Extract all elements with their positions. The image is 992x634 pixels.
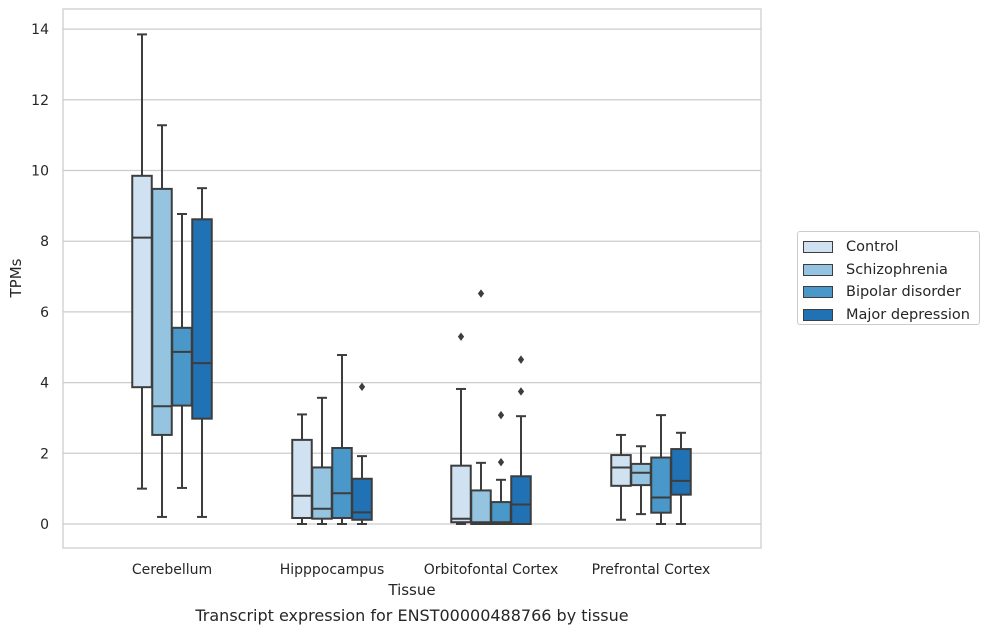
y-tick-label: 0 bbox=[40, 517, 49, 533]
legend-item-schizophrenia: Schizophrenia bbox=[798, 259, 979, 282]
box-control-cerebellum bbox=[131, 33, 153, 490]
y-tick-label: 2 bbox=[40, 446, 49, 462]
plot-area bbox=[63, 9, 761, 548]
box-control-hipppocampus bbox=[291, 413, 313, 525]
box-major-depression-hipppocampus bbox=[351, 382, 373, 525]
iqr-box bbox=[291, 438, 313, 519]
y-tick-label: 12 bbox=[31, 93, 49, 109]
iqr-box bbox=[470, 489, 492, 526]
iqr-box bbox=[650, 456, 672, 514]
box-schizophrenia-cerebellum bbox=[151, 124, 173, 518]
outlier-point bbox=[517, 387, 525, 396]
legend-swatch bbox=[803, 241, 833, 254]
x-tick-labels: Cerebellum Hipppocampus Orbitofontal Corte… bbox=[132, 562, 710, 578]
iqr-box bbox=[670, 448, 692, 496]
legend: Control Schizophrenia Bipolar disorder M… bbox=[797, 231, 980, 325]
y-tick-label: 6 bbox=[40, 305, 49, 321]
iqr-box bbox=[510, 475, 532, 525]
legend-label: Schizophrenia bbox=[846, 261, 948, 278]
iqr-box bbox=[490, 501, 512, 526]
box-control-orbitofontal-cortex bbox=[450, 332, 472, 525]
iqr-box bbox=[131, 174, 153, 389]
legend-item-control: Control bbox=[798, 236, 979, 259]
legend-swatch bbox=[803, 263, 833, 276]
legend-swatch bbox=[803, 286, 833, 299]
iqr-box bbox=[630, 462, 652, 487]
box-schizophrenia-orbitofontal-cortex bbox=[470, 289, 492, 526]
box-control-prefrontal-cortex bbox=[610, 433, 632, 521]
legend-label: Control bbox=[846, 239, 899, 256]
iqr-box bbox=[171, 326, 193, 407]
box-major-depression-cerebellum bbox=[191, 187, 213, 518]
x-tick-label: Orbitofontal Cortex bbox=[424, 562, 559, 578]
x-tick-label: Prefrontal Cortex bbox=[592, 562, 711, 578]
iqr-box bbox=[191, 218, 213, 420]
y-tick-label: 4 bbox=[40, 376, 49, 392]
iqr-box bbox=[450, 464, 472, 524]
outlier-point bbox=[358, 382, 366, 392]
chart-caption: Transcript expression for ENST0000048876… bbox=[195, 606, 629, 625]
outlier-point bbox=[497, 457, 505, 467]
legend-item-bipolar-disorder: Bipolar disorder bbox=[798, 281, 979, 304]
legend-item-major-depression: Major depression bbox=[798, 304, 979, 327]
outlier-point bbox=[457, 332, 465, 341]
legend-label: Bipolar disorder bbox=[846, 284, 961, 301]
outlier-point bbox=[477, 289, 485, 298]
y-tick-label: 10 bbox=[31, 164, 49, 180]
iqr-box bbox=[151, 187, 173, 436]
outlier-point bbox=[517, 355, 525, 364]
x-tick-label: Cerebellum bbox=[132, 562, 212, 578]
iqr-box bbox=[610, 454, 632, 487]
x-axis-label: Tissue bbox=[387, 581, 435, 599]
iqr-box bbox=[331, 446, 353, 519]
x-tick-label: Hipppocampus bbox=[280, 562, 385, 578]
box-bipolar-disorder-orbitofontal-cortex bbox=[490, 410, 512, 526]
box-major-depression-orbitofontal-cortex bbox=[510, 355, 532, 525]
y-tick-label: 14 bbox=[31, 22, 49, 38]
y-tick-labels: 0 2 4 6 8 10 12 14 bbox=[31, 22, 49, 533]
iqr-box bbox=[311, 466, 333, 520]
box-series-layer bbox=[131, 33, 692, 526]
y-axis-label: TPMs bbox=[7, 258, 25, 298]
plot-frame bbox=[62, 8, 762, 549]
box-schizophrenia-prefrontal-cortex bbox=[630, 445, 652, 516]
box-major-depression-prefrontal-cortex bbox=[670, 431, 692, 525]
legend-label: Major depression bbox=[846, 306, 970, 323]
iqr-box bbox=[351, 477, 373, 521]
outlier-point bbox=[497, 410, 505, 420]
y-tick-label: 8 bbox=[40, 234, 49, 250]
legend-swatch bbox=[803, 308, 833, 321]
